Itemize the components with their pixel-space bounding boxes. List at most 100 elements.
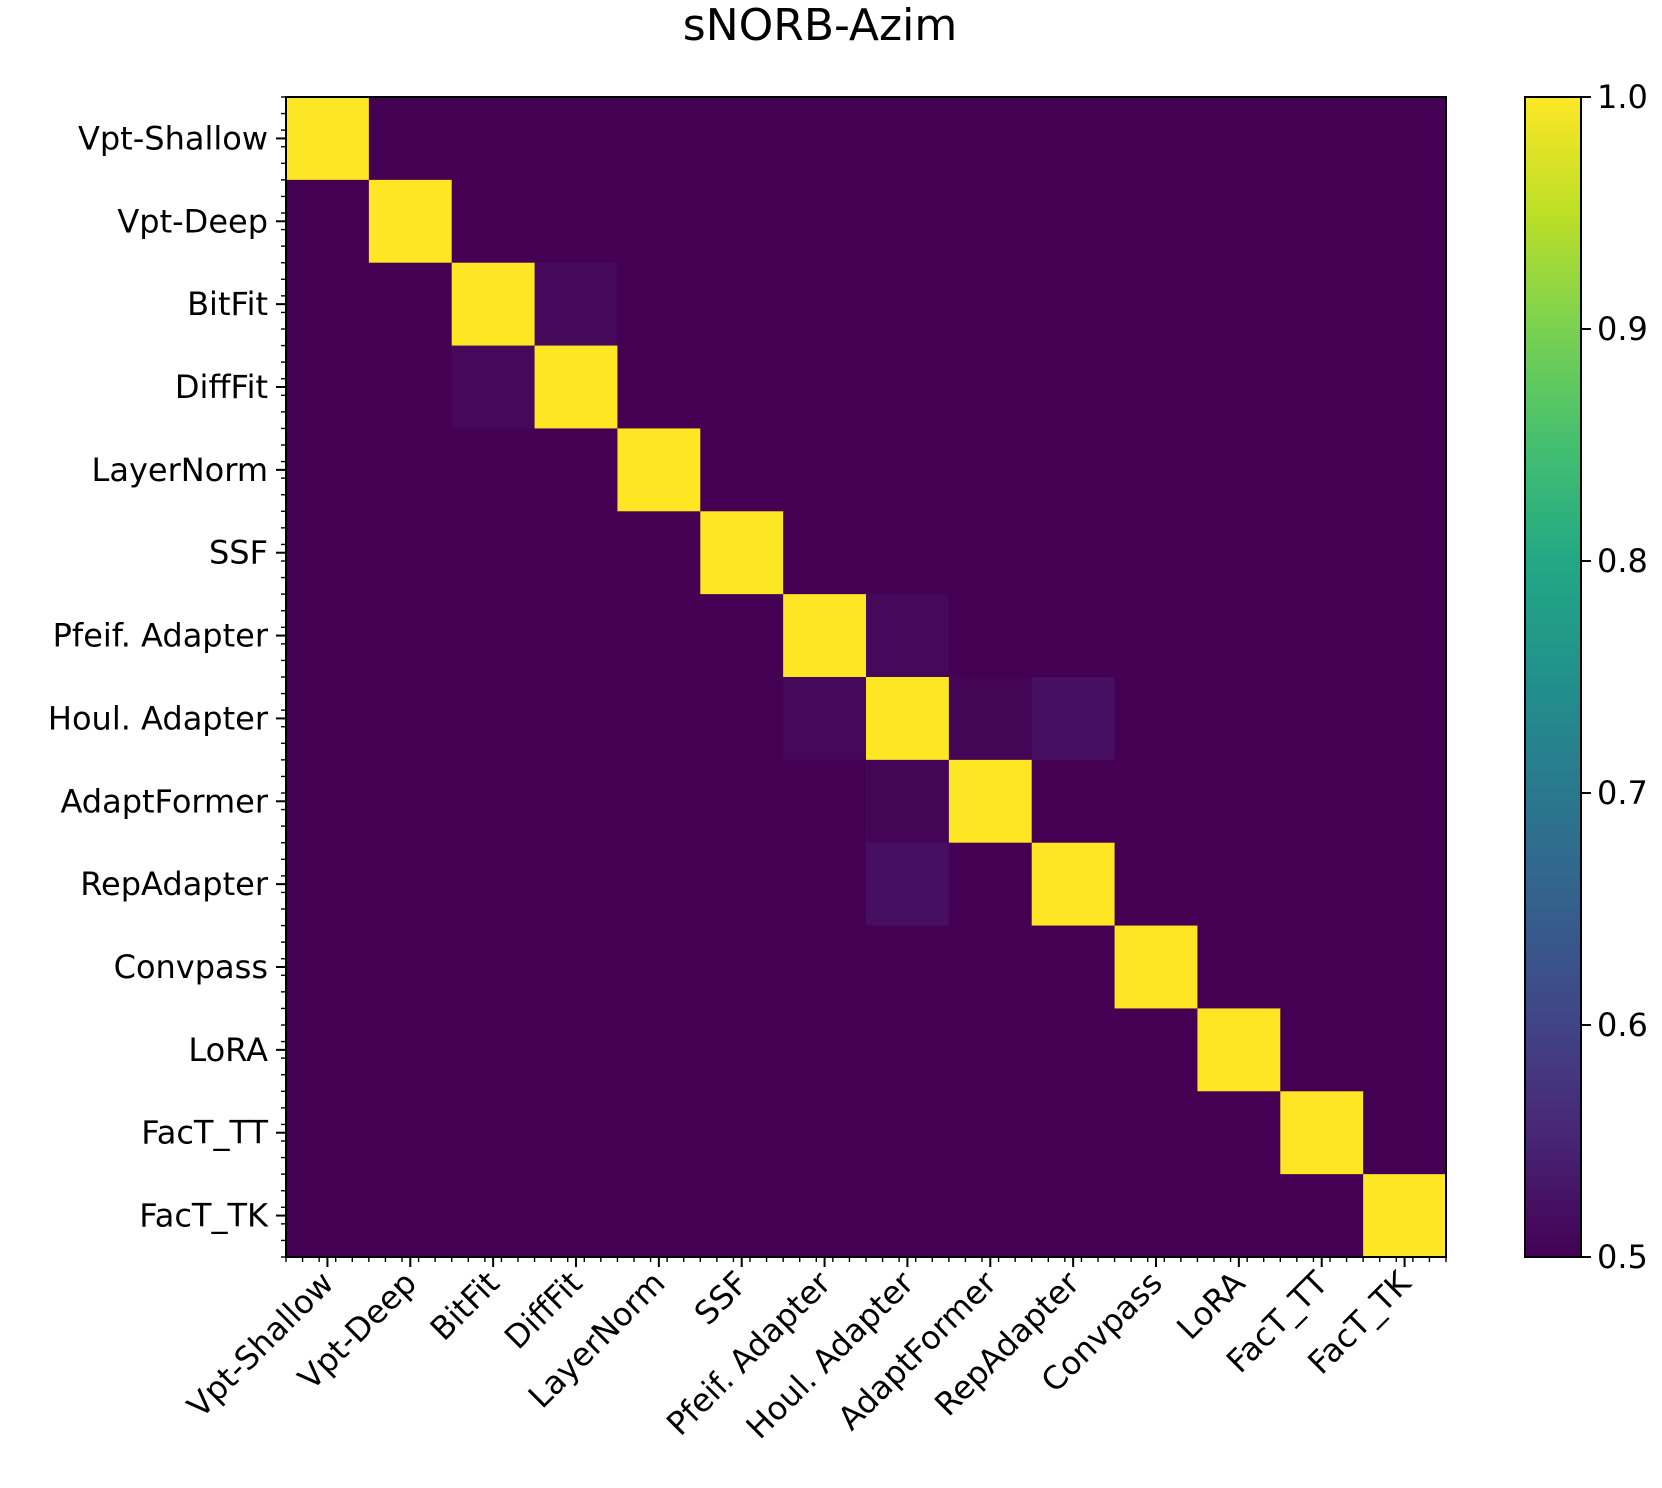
heatmap-cell <box>1363 179 1447 264</box>
heatmap-cell <box>1280 179 1364 264</box>
heatmap-cell <box>700 97 784 181</box>
heatmap-cell <box>534 842 619 927</box>
heatmap-cell <box>948 925 1033 1010</box>
heatmap-cell <box>1031 759 1116 844</box>
heatmap-cell <box>1197 511 1281 595</box>
heatmap-cell <box>451 428 536 512</box>
heatmap-cell <box>1280 1174 1364 1258</box>
heatmap-cell <box>866 428 950 512</box>
heatmap-cell <box>1363 594 1447 678</box>
heatmap-cell <box>866 594 950 678</box>
colorbar-tick-label: 0.8 <box>1597 542 1648 580</box>
heatmap-cell <box>948 179 1033 264</box>
heatmap-cell <box>1114 1091 1199 1175</box>
heatmap-cell <box>1197 1091 1281 1175</box>
y-tick-label: FacT_TT <box>141 1114 268 1152</box>
heatmap-cell <box>534 262 619 347</box>
heatmap-cell <box>368 511 453 595</box>
heatmap-cell <box>451 925 536 1010</box>
y-tick-label: AdaptFormer <box>60 782 268 820</box>
heatmap-cell <box>617 677 701 761</box>
heatmap-cell <box>1280 345 1364 430</box>
heatmap-cell <box>1031 262 1116 347</box>
heatmap-cell <box>1031 925 1116 1010</box>
heatmap-cell <box>783 759 867 844</box>
heatmap-cell <box>1363 677 1447 761</box>
heatmap-cell <box>617 1008 701 1092</box>
heatmap-cell <box>866 842 950 927</box>
heatmap-cell <box>368 925 453 1010</box>
heatmap-cell <box>1114 511 1199 595</box>
heatmap-cell <box>1280 594 1364 678</box>
heatmap-cell <box>451 97 536 181</box>
y-tick-label: FacT_TK <box>139 1197 269 1235</box>
heatmap-cell <box>368 1174 453 1258</box>
heatmap-cell <box>286 842 370 927</box>
heatmap-cell <box>617 428 701 512</box>
y-tick-label: Vpt-Deep <box>117 202 268 240</box>
heatmap-cell <box>1197 759 1281 844</box>
heatmap-cell <box>1363 1091 1447 1175</box>
heatmap-cell <box>368 842 453 927</box>
heatmap-cell <box>617 594 701 678</box>
heatmap-cell <box>700 1091 784 1175</box>
colorbar-tick-label: 0.6 <box>1597 1006 1648 1044</box>
heatmap-cell <box>1197 842 1281 927</box>
heatmap-cell <box>1363 1174 1447 1258</box>
heatmap-cell <box>783 428 867 512</box>
heatmap-cell <box>866 1008 950 1092</box>
heatmap-cell <box>1280 677 1364 761</box>
y-tick-label: Convpass <box>114 948 268 986</box>
heatmap-cell <box>451 1091 536 1175</box>
heatmap-cell <box>783 262 867 347</box>
heatmap-cell <box>1114 97 1199 181</box>
heatmap-cell <box>534 594 619 678</box>
heatmap-cell <box>286 1174 370 1258</box>
heatmap-cell <box>1363 511 1447 595</box>
heatmap-cell <box>534 345 619 430</box>
heatmap-cell <box>368 428 453 512</box>
heatmap-cell <box>451 1174 536 1258</box>
heatmap-cell <box>1363 345 1447 430</box>
heatmap-cell <box>534 1091 619 1175</box>
y-tick-label: Vpt-Shallow <box>78 119 268 157</box>
heatmap-cell <box>948 428 1033 512</box>
heatmap-cell <box>783 594 867 678</box>
heatmap-cell <box>866 511 950 595</box>
heatmap-cell <box>451 179 536 264</box>
heatmap-cell <box>700 1008 784 1092</box>
heatmap-cell <box>1114 842 1199 927</box>
heatmap-cell <box>1114 1174 1199 1258</box>
heatmap-cell <box>866 759 950 844</box>
heatmap-cell <box>866 262 950 347</box>
heatmap-cell <box>1114 594 1199 678</box>
heatmap-cell <box>783 925 867 1010</box>
heatmap-cell <box>948 262 1033 347</box>
heatmap-cell <box>534 759 619 844</box>
heatmap-cell <box>451 511 536 595</box>
heatmap-cell <box>783 511 867 595</box>
y-tick-label: BitFit <box>187 285 268 323</box>
heatmap-cell <box>948 345 1033 430</box>
heatmap-cell <box>1363 262 1447 347</box>
heatmap-cell <box>1197 677 1281 761</box>
heatmap-cell <box>286 345 370 430</box>
heatmap-cell <box>1197 428 1281 512</box>
heatmap-cell <box>617 842 701 927</box>
heatmap-cell <box>783 97 867 181</box>
heatmap-cell <box>286 179 370 264</box>
heatmap-cell <box>783 179 867 264</box>
heatmap-cell <box>286 594 370 678</box>
heatmap-cell <box>948 842 1033 927</box>
heatmap-cell <box>700 677 784 761</box>
heatmap-cell <box>783 1091 867 1175</box>
heatmap-cell <box>534 511 619 595</box>
x-tick-label: BitFit <box>423 1264 507 1348</box>
heatmap-cell <box>700 345 784 430</box>
heatmap-cell <box>1197 179 1281 264</box>
heatmap-cell <box>368 759 453 844</box>
heatmap-cell <box>783 1008 867 1092</box>
x-tick-label: SSF <box>687 1264 756 1333</box>
heatmap-cell <box>948 511 1033 595</box>
colorbar-tick-label: 0.7 <box>1597 774 1648 812</box>
